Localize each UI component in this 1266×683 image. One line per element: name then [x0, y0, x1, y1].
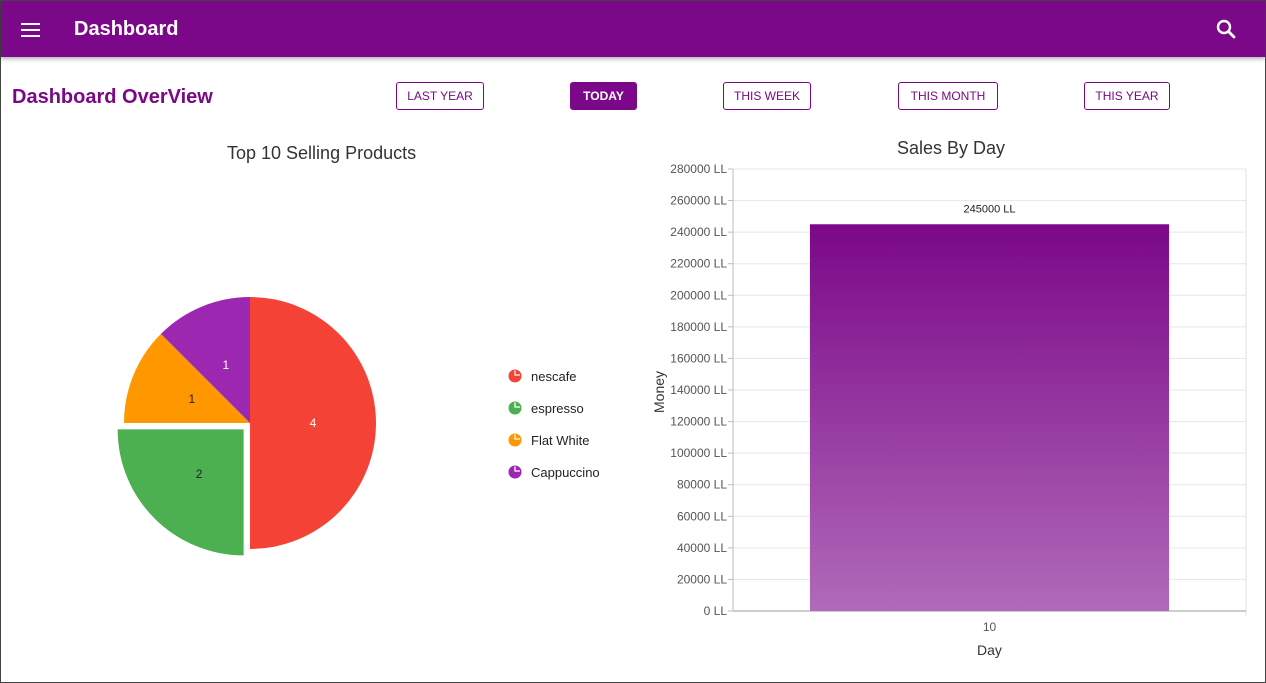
pie-slice-value-label: 1	[188, 392, 195, 406]
y-tick-label: 60000 LL	[677, 509, 727, 523]
y-tick-label: 200000 LL	[670, 288, 727, 302]
y-tick-label: 260000 LL	[670, 194, 727, 208]
pie-legend-icon	[508, 369, 522, 383]
y-tick-label: 180000 LL	[670, 320, 727, 334]
legend-label: Flat White	[531, 432, 590, 448]
legend-item-flat-white[interactable]: Flat White	[508, 424, 600, 456]
pie-slice-flat-white[interactable]	[124, 333, 250, 423]
pie-legend-icon	[508, 401, 522, 415]
app-title: Dashboard	[74, 18, 179, 40]
y-tick-label: 120000 LL	[670, 415, 727, 429]
x-axis-title: Day	[977, 642, 1002, 658]
legend-item-nescafe[interactable]: nescafe	[508, 360, 600, 392]
y-tick-label: 160000 LL	[670, 351, 727, 365]
range-button-this-week[interactable]: THIS WEEK	[723, 82, 811, 110]
pie-slice-value-label: 4	[310, 416, 317, 430]
pie-legend-icon	[508, 465, 522, 479]
y-tick-label: 100000 LL	[670, 446, 727, 460]
y-tick-label: 140000 LL	[670, 383, 727, 397]
app-bar: Dashboard	[1, 1, 1265, 57]
pie-slice-espresso[interactable]	[117, 429, 244, 556]
y-tick-label: 40000 LL	[677, 541, 727, 555]
legend-item-cappuccino[interactable]: Cappuccino	[508, 456, 600, 488]
y-tick-label: 20000 LL	[677, 572, 727, 586]
y-tick-label: 280000 LL	[670, 162, 727, 176]
hamburger-menu-icon[interactable]	[15, 15, 47, 45]
bar-chart: 0 LL 20000 LL 40000 LL 60000 LL 80000 LL 1000…	[670, 162, 1247, 634]
pie-legend: nescafe espresso Flat White Cappuccino	[508, 360, 600, 488]
search-icon[interactable]	[1211, 15, 1241, 45]
page-title: Dashboard OverView	[12, 86, 213, 108]
range-button-today[interactable]: TODAY	[570, 82, 637, 110]
legend-label: espresso	[531, 400, 584, 416]
bar-chart-title: Sales By Day	[897, 138, 1006, 158]
y-tick-label: 220000 LL	[670, 257, 727, 271]
y-tick-label: 80000 LL	[677, 478, 727, 492]
bar-data-label: 245000 LL	[964, 203, 1016, 215]
y-tick-label: 240000 LL	[670, 225, 727, 239]
pie-slice-nescafe[interactable]	[250, 297, 376, 549]
legend-item-espresso[interactable]: espresso	[508, 392, 600, 424]
bar-day-10[interactable]	[809, 224, 1170, 611]
pie-chart-title: Top 10 Selling Products	[227, 143, 417, 163]
range-button-this-month[interactable]: THIS MONTH	[898, 82, 998, 110]
legend-label: nescafe	[531, 368, 577, 384]
legend-label: Cappuccino	[531, 464, 600, 480]
pie-chart: 4 2 1 1	[117, 297, 376, 556]
pie-slice-cappuccino[interactable]	[160, 297, 250, 423]
range-button-last-year[interactable]: LAST YEAR	[396, 82, 484, 110]
y-axis-title: Money	[651, 370, 667, 413]
range-button-this-year[interactable]: THIS YEAR	[1084, 82, 1170, 110]
pie-slice-value-label: 1	[223, 358, 230, 372]
x-tick-label: 10	[983, 620, 997, 634]
pie-slice-value-label: 2	[196, 467, 203, 481]
y-tick-label: 0 LL	[704, 604, 728, 618]
pie-legend-icon	[508, 433, 522, 447]
